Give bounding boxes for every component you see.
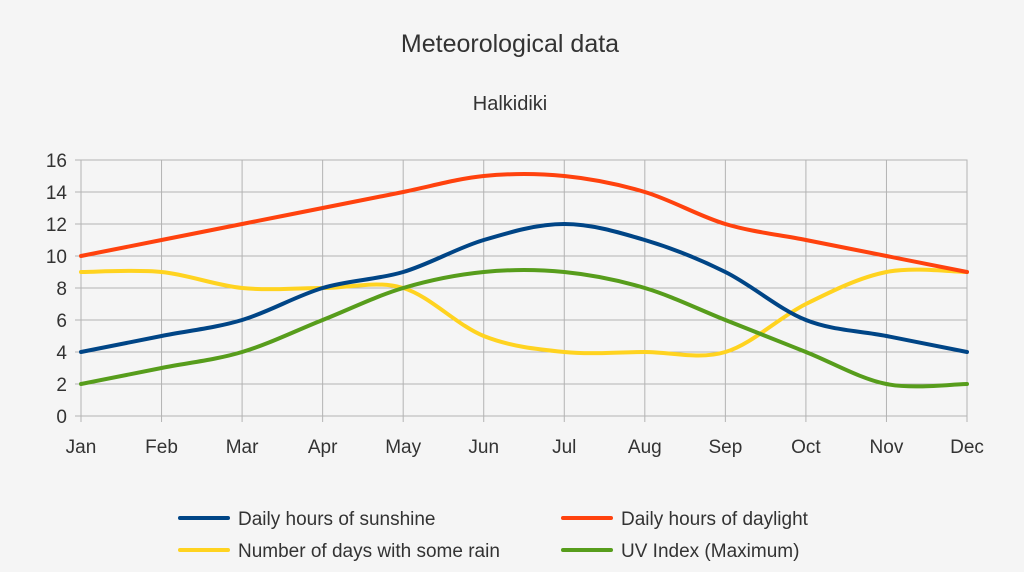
x-tick-label: Nov [870,437,904,458]
x-tick-label: Jan [66,437,97,458]
x-tick-label: Aug [628,437,662,458]
x-axis-ticks: Jan Feb Mar Apr May Jun Jul Aug Sep Oct Nov Dec [66,437,984,458]
series-line-uv-index-maximum [79,268,969,389]
x-tick-label: Oct [791,437,821,458]
chart-subtitle: Halkidiki [473,93,547,115]
legend-label-uv-index-maximum: UV Index (Maximum) [621,541,799,562]
x-tick-label: Jun [468,437,499,458]
series-line-number-of-days-with-some-rain [79,267,969,358]
y-tick-label: 2 [56,375,67,396]
x-tick-label: Feb [145,437,178,458]
series-line-daily-hours-of-sunshine [79,222,969,354]
x-tick-label: May [385,437,421,458]
legend-label-number-of-days-with-some-rain: Number of days with some rain [238,541,500,562]
y-tick-label: 14 [46,183,68,204]
y-tick-label: 0 [56,407,67,428]
y-axis-ticks: 0 2 4 6 8 10 12 14 16 [46,151,68,428]
y-tick-label: 10 [46,247,67,268]
x-tick-label: Dec [950,437,984,458]
y-tick-label: 16 [46,151,67,172]
legend-label-daily-hours-of-daylight: Daily hours of daylight [621,509,809,530]
series-line-daily-hours-of-daylight [79,172,969,274]
y-tick-label: 4 [56,343,67,364]
x-tick-label: Jul [552,437,576,458]
legend-label-daily-hours-of-sunshine: Daily hours of sunshine [238,509,436,530]
y-tick-label: 8 [56,279,67,300]
x-tick-label: Sep [708,437,742,458]
x-tick-label: Mar [226,437,259,458]
y-tick-label: 12 [46,215,67,236]
series-lines [79,172,969,389]
y-tick-label: 6 [56,311,67,332]
plot-frame [75,159,968,422]
chart-title: Meteorological data [401,30,619,58]
legend: Daily hours of sunshine Daily hours of da… [178,509,809,562]
x-tick-label: Apr [308,437,338,458]
